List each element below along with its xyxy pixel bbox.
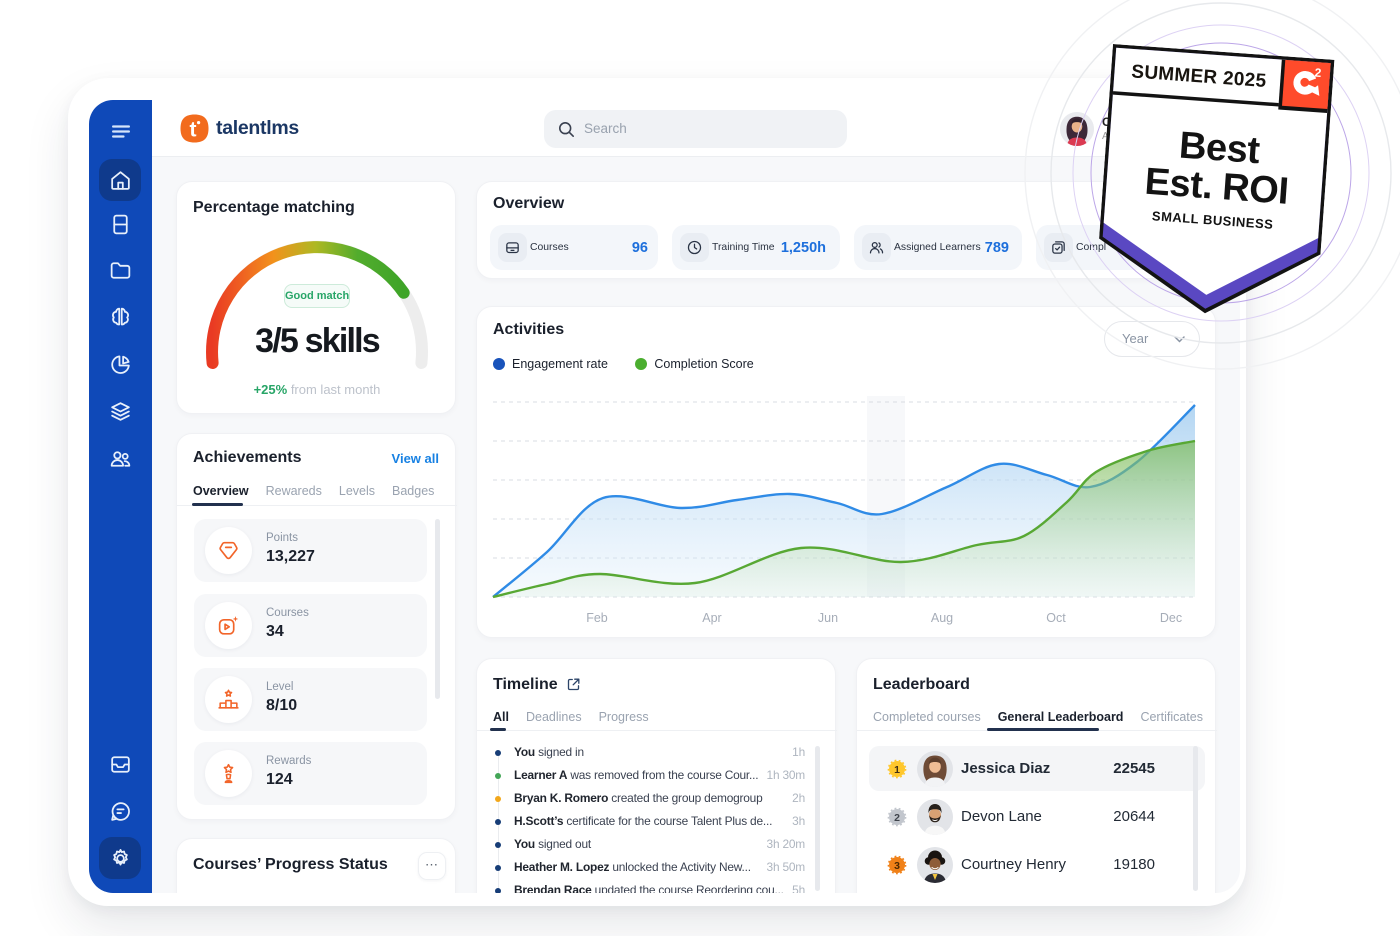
- svg-text:Best: Best: [1178, 125, 1262, 173]
- svg-text:t: t: [190, 119, 197, 142]
- svg-text:Aug: Aug: [931, 611, 953, 625]
- svg-text:Jun: Jun: [818, 611, 838, 625]
- svg-text:Dec: Dec: [1160, 611, 1182, 625]
- svg-text:2: 2: [894, 812, 900, 824]
- svg-text:Oct: Oct: [1046, 611, 1066, 625]
- svg-text:1: 1: [894, 764, 900, 776]
- svg-text:2: 2: [1314, 66, 1322, 80]
- svg-text:Feb: Feb: [586, 611, 608, 625]
- svg-text:3: 3: [894, 860, 900, 872]
- svg-text:Est. ROI: Est. ROI: [1143, 161, 1289, 213]
- svg-text:Apr: Apr: [702, 611, 721, 625]
